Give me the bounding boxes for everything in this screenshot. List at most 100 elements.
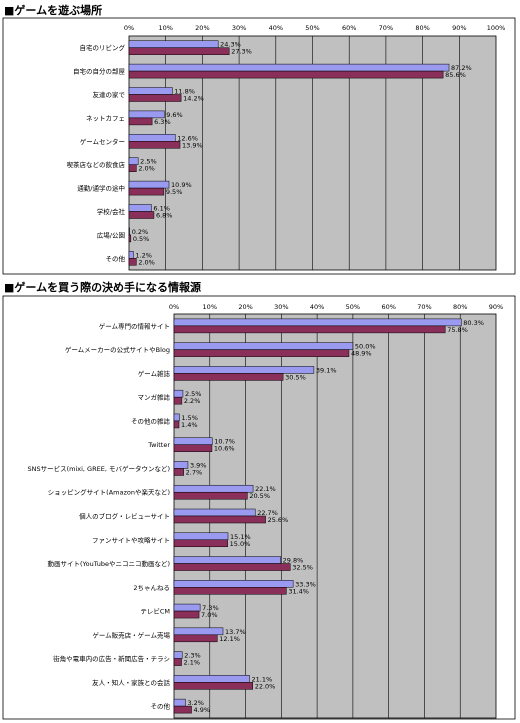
chart2-category-label: その他の雑誌: [131, 416, 171, 425]
chart2-data-label: 33.3%: [295, 580, 316, 588]
chart1-data-label: 0.5%: [133, 235, 150, 243]
chart1-bar-s1: [128, 110, 165, 119]
chart1-tick-label: 100%: [487, 24, 506, 32]
chart1-tick-label: 80%: [415, 24, 429, 32]
chart2-bar-s2: [173, 705, 192, 714]
chart2-bar-s2: [173, 373, 284, 381]
chart2-data-label: 22.0%: [255, 682, 276, 690]
chart2-category-label: 街角や電車内の広告・新聞広告・チラシ: [53, 654, 170, 663]
chart1-bar-s1: [128, 157, 139, 165]
chart1-category-label: 自宅のリビング: [80, 43, 126, 52]
chart2-data-label: 2.3%: [184, 652, 201, 660]
chart2-data-label: 22.1%: [255, 485, 276, 493]
chart1-category-label: 通勤/通学の途中: [77, 184, 125, 193]
chart2-data-label: 21.1%: [251, 675, 272, 683]
chart2-tick-label: 90%: [489, 303, 503, 311]
chart2-data-label: 80.3%: [463, 319, 484, 327]
chart2-data-label: 30.5%: [285, 373, 306, 381]
chart2-category-label: 個人のブログ・レビューサイト: [79, 512, 170, 521]
chart2-bar-s1: [173, 389, 184, 398]
chart2-bar-s2: [173, 396, 183, 405]
chart1-data-label: 2.0%: [138, 165, 155, 173]
chart1-data-label: 2.5%: [140, 158, 157, 166]
chart2-category-label: Twitter: [147, 441, 170, 449]
chart2-bar-s2: [173, 587, 287, 595]
chart1-bar-s1: [128, 40, 219, 48]
chart2-bar-s2: [173, 420, 180, 429]
chart1-bar-s1: [128, 227, 130, 236]
chart2-bar-s2: [173, 563, 291, 571]
chart1-tick-label: 20%: [195, 24, 209, 32]
chart1-bar-s2: [128, 164, 137, 172]
chart2-data-label: 1.4%: [181, 421, 198, 429]
chart1-data-label: 2.0%: [138, 258, 155, 266]
chart2-category-label: ショッピングサイト(Amazonや楽天など): [48, 488, 170, 497]
chart2-data-label: 29.8%: [283, 557, 304, 565]
chart1-category-label: 自宅の自分の部屋: [73, 67, 126, 76]
chart2-data-label: 50.0%: [355, 343, 376, 351]
chart1-bar-s1: [128, 180, 170, 189]
chart1-bar-s1: [128, 134, 176, 142]
chart1-data-label: 24.3%: [220, 41, 241, 49]
chart2-bar-s2: [173, 349, 350, 357]
chart2-bar-s2: [173, 610, 200, 619]
chart2-data-label: 2.2%: [184, 397, 201, 405]
chart2-category-label: 動画サイト(YouTubeやニコニコ動画など): [47, 559, 170, 568]
chart2-data-label: 20.5%: [249, 492, 270, 500]
chart2-category-label: ゲームメーカーの公式サイトやBlog: [65, 345, 170, 354]
chart1-category-label: ネットカフェ: [86, 114, 125, 122]
chart1-category-label: その他: [106, 254, 126, 263]
chart1-category-label: 学校/会社: [97, 207, 126, 216]
chart2-bar-s1: [173, 508, 256, 517]
chart1-bar-s1: [128, 204, 152, 212]
chart2-bar-s1: [173, 675, 250, 683]
chart2-bar-s1: [173, 413, 180, 422]
chart2-data-label: 2.7%: [186, 468, 203, 476]
chart2-category-label: マンガ雑誌: [138, 393, 171, 402]
chart1-bar-s2: [128, 211, 155, 219]
chart2-category-label: ゲーム専門の情報サイト: [99, 321, 170, 330]
chart2-data-label: 7.3%: [202, 604, 219, 612]
chart1-data-label: 6.8%: [156, 212, 173, 220]
chart2-data-label: 32.5%: [292, 564, 313, 572]
chart1-tick-label: 40%: [269, 24, 283, 32]
chart1-data-label: 12.6%: [177, 134, 198, 142]
chart2-bar-s1: [173, 580, 294, 588]
chart1-data-label: 6.3%: [154, 118, 171, 126]
chart1-tick-label: 70%: [379, 24, 393, 32]
chart2-data-label: 75.8%: [447, 326, 468, 334]
chart1-category-label: ゲームセンター: [80, 137, 125, 146]
chart2-bar-s1: [173, 698, 186, 707]
chart1-category-label: 喫茶店などの飲食店: [67, 160, 126, 169]
chart2-tick-label: 80%: [453, 303, 467, 311]
chart2-bar-s2: [173, 468, 184, 476]
chart2-data-label: 1.5%: [181, 414, 198, 422]
chart2-data-label: 2.1%: [184, 659, 201, 667]
chart2-data-label: 12.1%: [219, 635, 240, 643]
chart1-data-label: 13.9%: [182, 141, 203, 149]
chart1-title: ■ゲームを遊ぶ場所: [4, 4, 103, 17]
chart2-bar-s2: [173, 634, 218, 643]
chart2-data-label: 22.7%: [257, 509, 278, 517]
chart2-category-label: ゲーム販売店・ゲーム売場: [92, 630, 170, 639]
chart1-data-label: 85.6%: [445, 71, 466, 79]
chart2-data-label: 15.0%: [230, 540, 251, 548]
chart2-bar-s1: [173, 437, 213, 445]
chart2-data-label: 25.6%: [268, 516, 289, 524]
chart2-bar-s2: [173, 325, 446, 334]
chart2-data-label: 10.7%: [214, 438, 235, 446]
chart1-data-label: 9.5%: [166, 188, 183, 196]
chart2-bar-s2: [173, 658, 182, 666]
chart1-bar-s2: [128, 141, 181, 149]
chart1-bar-s2: [128, 117, 153, 126]
chart1-data-label: 87.2%: [451, 64, 472, 72]
chart2-category-label: 2ちゃんねる: [133, 584, 170, 592]
chart2-bar-s1: [173, 532, 229, 541]
chart2-category-label: ファンサイトや攻略サイト: [92, 535, 170, 544]
chart2-data-label: 4.9%: [194, 706, 211, 714]
chart2-bar-s2: [173, 515, 266, 524]
chart1-category-label: 広場/公園: [97, 230, 125, 239]
chart2-tick-label: 20%: [238, 303, 252, 311]
chart2-bar-s1: [173, 556, 281, 564]
